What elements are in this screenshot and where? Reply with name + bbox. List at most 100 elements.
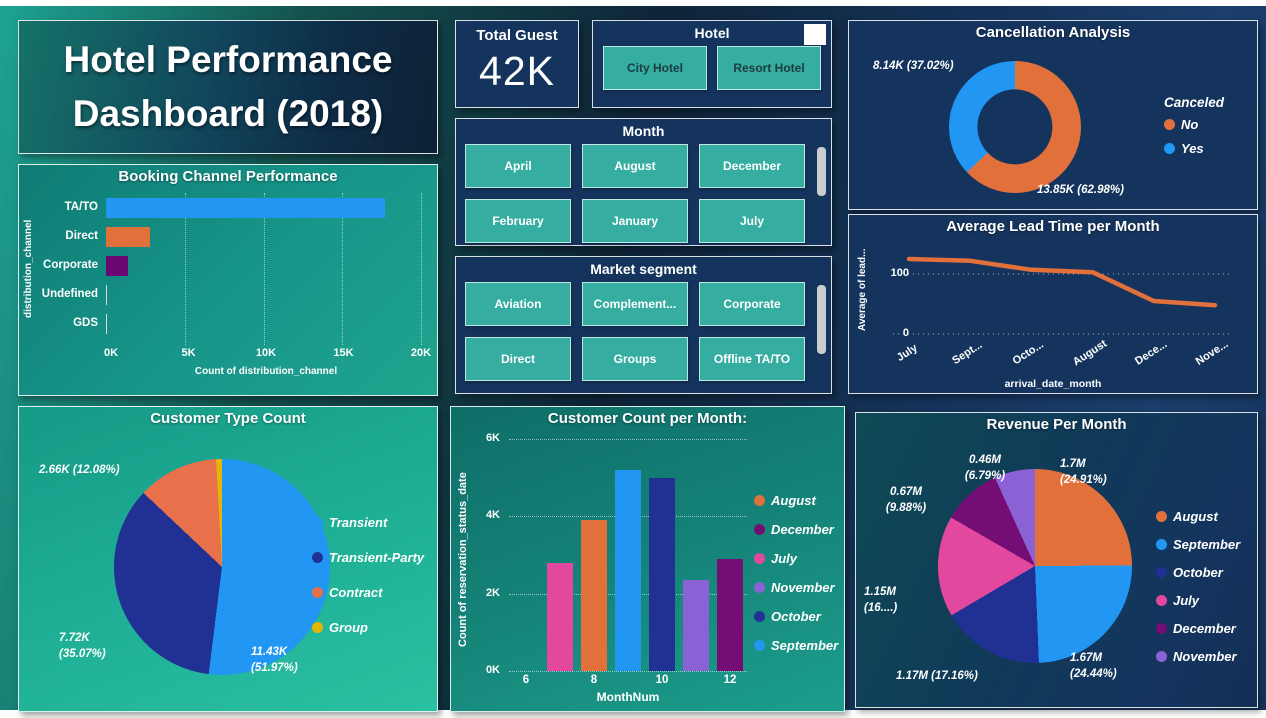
legend-item-november[interactable]: November <box>1156 649 1240 664</box>
legend-label: September <box>771 638 839 653</box>
legend-label: Transient <box>329 515 388 530</box>
legend-label: October <box>1173 565 1223 580</box>
legend-item-november[interactable]: November <box>754 580 838 595</box>
y-tick-label: 0K <box>485 663 500 676</box>
category-label: Direct <box>65 230 98 242</box>
legend-item-september[interactable]: September <box>1156 537 1240 552</box>
legend-dot <box>1164 119 1175 130</box>
bar-row <box>106 251 421 280</box>
gridline <box>509 439 747 440</box>
slicer-button-corporate[interactable]: Corporate <box>699 282 805 326</box>
legend-item-july[interactable]: July <box>754 551 838 566</box>
legend-item-october[interactable]: October <box>754 609 838 624</box>
revenue-chart-title: Revenue Per Month <box>986 416 1127 433</box>
legend-item-contract[interactable]: Contract <box>312 585 424 600</box>
bar-ta-to[interactable] <box>106 197 385 218</box>
legend-dot <box>1156 539 1167 550</box>
bar-november[interactable] <box>683 580 709 671</box>
pie-callout-july: 1.15M (16....) <box>864 586 898 614</box>
slicer-button-city-hotel[interactable]: City Hotel <box>603 46 707 90</box>
slicer-button-direct[interactable]: Direct <box>465 337 571 381</box>
slicer-button-april[interactable]: April <box>465 144 571 188</box>
legend-item-october[interactable]: October <box>1156 565 1240 580</box>
scrollbar-thumb[interactable] <box>817 285 826 354</box>
bar-undefined[interactable] <box>106 284 107 305</box>
total-guest-title: Total Guest <box>476 27 558 44</box>
month-slicer: Month April August December February January… <box>455 118 832 246</box>
bar-september[interactable] <box>615 469 641 671</box>
pie-callout-contract: 2.66K (12.08%) <box>39 464 120 476</box>
legend-label: December <box>1173 621 1236 636</box>
legend-item-no[interactable]: No <box>1164 117 1224 132</box>
x-tick-label: August <box>1070 337 1109 369</box>
gridline <box>509 671 747 672</box>
slicer-button-offline-ta-to[interactable]: Offline TA/TO <box>699 337 805 381</box>
bar-july[interactable] <box>547 562 573 671</box>
cancellation-donut-chart[interactable] <box>949 61 1081 193</box>
page-title-line1: Hotel Performance <box>63 39 393 81</box>
bar-october[interactable] <box>649 477 675 671</box>
legend-dot <box>754 611 765 622</box>
clear-selections-icon[interactable] <box>804 24 826 45</box>
customer-type-panel: Customer Type Count 2.66K (12.08%) 7.72K… <box>18 406 438 712</box>
legend-label: Group <box>329 620 368 635</box>
customer-type-pie-chart[interactable] <box>114 459 330 675</box>
slicer-button-january[interactable]: January <box>582 199 688 243</box>
booking-x-axis: 0K 5K 10K 15K 20K <box>104 347 431 362</box>
slicer-button-resort-hotel[interactable]: Resort Hotel <box>717 46 821 90</box>
legend-item-september[interactable]: September <box>754 638 838 653</box>
month-slicer-scrollbar[interactable] <box>817 147 826 235</box>
legend-item-transient-party[interactable]: Transient-Party <box>312 550 424 565</box>
bar-august[interactable] <box>581 520 607 671</box>
slicer-button-complement-[interactable]: Complement... <box>582 282 688 326</box>
legend-dot <box>754 553 765 564</box>
category-label: GDS <box>73 317 98 329</box>
customer-count-plot-area <box>509 439 747 672</box>
category-label: Corporate <box>43 259 98 271</box>
lead-time-plot-area[interactable] <box>893 241 1233 337</box>
legend-item-august[interactable]: August <box>754 493 838 508</box>
legend-label: December <box>771 522 834 537</box>
slicer-button-february[interactable]: February <box>465 199 571 243</box>
x-tick-label: 6 <box>522 674 530 686</box>
lead-time-line-svg <box>893 256 1233 335</box>
legend-item-transient[interactable]: Transient <box>312 515 424 530</box>
legend-item-august[interactable]: August <box>1156 509 1240 524</box>
customer-count-x-axis: 6 8 10 12 <box>509 674 747 688</box>
x-tick-label: 10K <box>255 347 277 359</box>
legend-item-july[interactable]: July <box>1156 593 1240 608</box>
legend-item-yes[interactable]: Yes <box>1164 141 1224 156</box>
x-tick-label: Sept... <box>950 338 985 368</box>
slicer-button-july[interactable]: July <box>699 199 805 243</box>
slicer-button-aviation[interactable]: Aviation <box>465 282 571 326</box>
legend-item-december[interactable]: December <box>1156 621 1240 636</box>
category-label: TA/TO <box>64 201 98 213</box>
cancellation-legend: Canceled No Yes <box>1164 95 1224 165</box>
legend-item-december[interactable]: December <box>754 522 838 537</box>
legend-item-group[interactable]: Group <box>312 620 424 635</box>
total-guest-value: 42K <box>479 48 555 94</box>
bar-gds[interactable] <box>106 313 107 334</box>
legend-label: August <box>771 493 816 508</box>
slicer-button-august[interactable]: August <box>582 144 688 188</box>
bar-december[interactable] <box>717 558 743 671</box>
cancellation-chart-title: Cancellation Analysis <box>975 24 1131 41</box>
month-slicer-title: Month <box>622 123 665 139</box>
legend-dot <box>312 622 323 633</box>
slicer-button-groups[interactable]: Groups <box>582 337 688 381</box>
donut-hole <box>977 89 1053 165</box>
x-tick-label: 15K <box>333 347 354 359</box>
legend-dot <box>1156 595 1167 606</box>
scrollbar-thumb[interactable] <box>817 147 826 197</box>
page-title-line2: Dashboard (2018) <box>72 93 384 134</box>
bar-corporate[interactable] <box>106 255 129 276</box>
lead-time-x-axis: July Sept... Octo... August Dece... Nove... <box>893 337 1233 373</box>
revenue-pie-chart[interactable] <box>938 469 1132 663</box>
slicer-button-december[interactable]: December <box>699 144 805 188</box>
market-slicer-scrollbar[interactable] <box>817 285 826 383</box>
legend-dot <box>754 495 765 506</box>
x-tick-label: 12 <box>723 674 737 686</box>
bar-direct[interactable] <box>106 226 151 247</box>
legend-label: Yes <box>1181 141 1204 156</box>
gridline <box>263 193 265 345</box>
